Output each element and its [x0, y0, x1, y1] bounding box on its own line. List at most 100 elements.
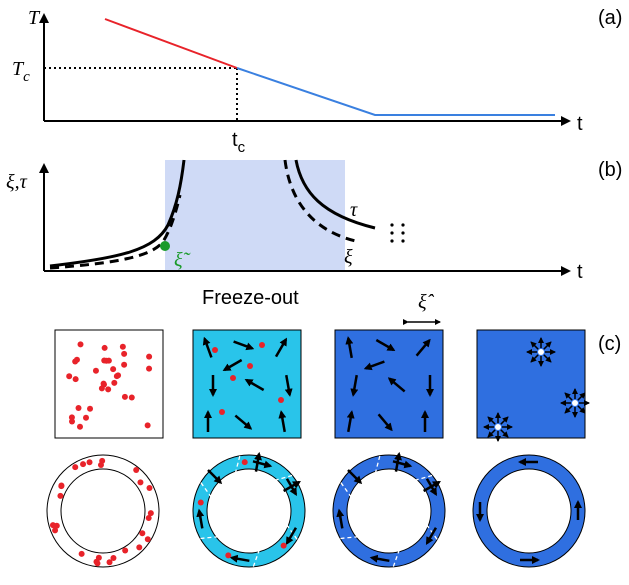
y-axis-label: T — [28, 7, 41, 29]
spin-arrow — [222, 358, 243, 372]
domain-wall — [251, 549, 260, 570]
xi-curve — [49, 194, 182, 270]
particle — [75, 405, 82, 412]
ellipsis-dot — [390, 231, 394, 235]
particle — [68, 414, 75, 421]
particle — [69, 418, 76, 425]
particle — [139, 530, 146, 537]
particle — [146, 365, 153, 372]
spin-arrow — [375, 338, 396, 352]
x-axis-label: t — [577, 113, 583, 135]
particle — [111, 379, 118, 386]
snapshot — [476, 329, 586, 439]
particle — [57, 492, 64, 499]
tc-label-main: T — [12, 58, 25, 80]
tau-curve — [49, 159, 186, 268]
spin-arrow — [207, 469, 223, 485]
tc-time-label-sub: c — [238, 139, 246, 156]
particle — [101, 344, 108, 351]
domain-wall — [197, 536, 219, 540]
particle — [225, 552, 232, 559]
spin-arrow — [363, 360, 385, 371]
particle — [128, 394, 135, 401]
particle — [106, 559, 113, 566]
domain-wall — [338, 480, 352, 498]
spin-arrow — [202, 336, 213, 358]
defect-arrow — [577, 392, 586, 401]
defect-arrow — [487, 429, 496, 438]
particle — [110, 554, 117, 561]
particle — [100, 380, 107, 387]
particle — [83, 414, 90, 421]
ellipsis-dot — [401, 223, 405, 227]
ellipsis-dot — [390, 223, 394, 227]
particle — [147, 510, 154, 517]
spin-arrow — [369, 554, 390, 563]
particle — [58, 482, 65, 489]
particle — [121, 350, 128, 357]
spin-arrow — [347, 469, 363, 485]
spin-arrow — [274, 337, 288, 358]
panel-label: (c) — [598, 333, 621, 355]
domain-wall — [414, 474, 435, 481]
ring — [192, 454, 306, 568]
ellipsis-dot — [390, 239, 394, 243]
particle — [146, 353, 153, 360]
ring — [472, 454, 586, 568]
particle — [77, 341, 84, 348]
spin-arrow — [252, 460, 273, 469]
domain-wall — [391, 549, 400, 570]
particle — [66, 373, 73, 380]
ring — [332, 454, 446, 568]
tau-label: τ — [350, 199, 358, 221]
particle — [80, 461, 87, 468]
particle — [119, 343, 126, 350]
panel-label: (b) — [598, 159, 622, 181]
particle — [137, 479, 144, 486]
spin-arrow — [278, 410, 287, 433]
spin-arrow — [425, 527, 438, 546]
spin-arrow — [377, 413, 393, 432]
particle — [87, 405, 94, 412]
particle — [110, 366, 117, 373]
spin-arrow — [234, 414, 253, 430]
domain-wall — [274, 474, 295, 481]
particle — [247, 363, 253, 369]
tc-time-label: tc — [232, 129, 246, 156]
particle — [145, 515, 152, 522]
y-axis-label: ξ,τ — [6, 171, 28, 193]
particle — [52, 527, 59, 534]
particle — [280, 542, 287, 549]
defect-arrow — [500, 416, 509, 425]
tc-label: Tc — [12, 58, 30, 85]
particle — [98, 385, 105, 392]
particle — [94, 560, 101, 567]
region-label: Freeze-out — [202, 287, 299, 309]
defect-arrow — [564, 405, 573, 414]
spin-arrow — [346, 410, 355, 433]
particle — [72, 376, 79, 383]
particle — [241, 459, 248, 466]
particle — [144, 536, 151, 543]
particle — [72, 464, 79, 471]
defect-arrow — [543, 354, 552, 363]
defect-arrow — [564, 392, 573, 401]
freeze-point — [160, 241, 170, 251]
spin-arrow — [423, 480, 441, 493]
spin-arrow — [285, 527, 298, 546]
particle — [49, 522, 56, 529]
particle — [212, 347, 218, 353]
particle — [105, 386, 112, 393]
domain-wall — [337, 536, 359, 540]
spin-arrow — [229, 554, 250, 563]
defect-core — [538, 349, 544, 355]
defect-arrow — [487, 416, 496, 425]
particle — [259, 342, 265, 348]
spin-arrow — [336, 508, 345, 529]
particle — [219, 409, 225, 415]
particle — [86, 459, 93, 466]
xi-label: ξ — [344, 246, 353, 268]
spin-arrow — [196, 508, 205, 529]
cooling-before — [104, 18, 238, 69]
